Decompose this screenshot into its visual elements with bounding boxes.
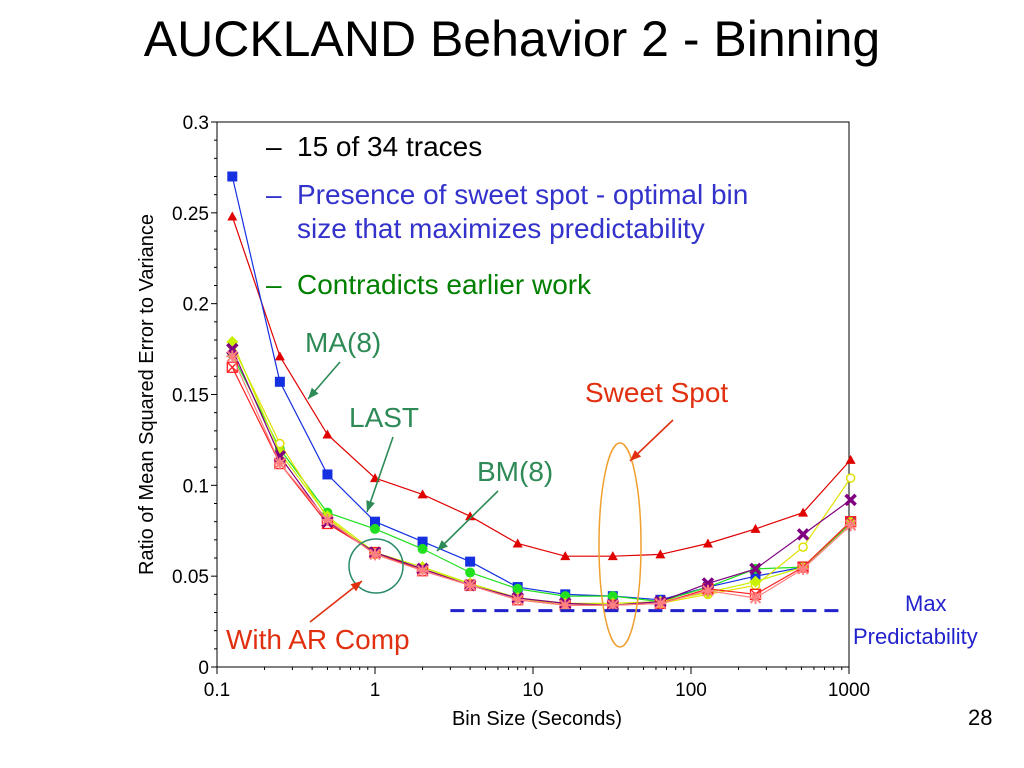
data-point	[512, 538, 523, 548]
with-ar-comp-arrow	[309, 580, 363, 623]
data-point	[370, 516, 380, 527]
data-point	[464, 579, 477, 592]
bullet-text: 15 of 34 traces	[297, 131, 483, 162]
series-line	[231, 176, 852, 601]
data-point	[370, 523, 380, 534]
sweet-spot-label: Sweet Spot	[585, 377, 729, 408]
series-line	[231, 216, 852, 557]
series-line	[231, 348, 851, 606]
data-point	[227, 171, 238, 182]
data-point	[798, 542, 808, 552]
y-axis-label: Ratio of Mean Squared Error to Variance	[136, 214, 158, 575]
with-ar-comp-label: With AR Comp	[226, 624, 410, 655]
data-point	[321, 513, 334, 526]
data-point	[559, 599, 572, 612]
x-tick-label: 1000	[828, 680, 870, 701]
data-point	[607, 591, 618, 602]
data-point	[844, 493, 857, 507]
data-point	[749, 562, 762, 576]
data-point	[465, 567, 476, 578]
data-point	[749, 591, 762, 604]
series-line	[231, 356, 852, 606]
ar-comp-circle	[348, 538, 404, 594]
x-tick-label: 100	[675, 680, 707, 701]
data-point	[845, 473, 856, 483]
data-point	[798, 507, 809, 517]
bullet-dash: –	[266, 269, 282, 300]
bullet-dash: –	[266, 179, 282, 210]
sweet-spot-ellipse	[598, 442, 642, 648]
data-point	[274, 376, 285, 387]
data-point	[607, 551, 618, 561]
y-tick-label: 0.05	[172, 567, 209, 588]
plot-frame	[216, 121, 850, 668]
slide-title: AUCKLAND Behavior 2 - Binning	[143, 11, 881, 67]
x-axis-label: Bin Size (Seconds)	[452, 708, 622, 730]
data-point	[417, 543, 428, 554]
bullet-text: Presence of sweet spot - optimal bin	[297, 179, 749, 210]
max-predictability-label-line2: Predictability	[853, 624, 978, 649]
data-point	[322, 469, 333, 480]
data-point	[274, 351, 285, 361]
data-point	[417, 536, 428, 547]
y-tick-label: 0.2	[183, 295, 209, 316]
data-point	[844, 519, 857, 532]
page-number: 28	[968, 705, 993, 730]
data-point	[416, 564, 429, 577]
y-tick-label: 0.1	[183, 476, 209, 497]
data-point	[511, 593, 524, 606]
x-tick-label: 1	[370, 680, 381, 701]
series-layer	[226, 171, 857, 612]
last-arrow	[366, 436, 394, 513]
last-label: LAST	[349, 402, 420, 433]
bullet-dash: –	[266, 131, 282, 162]
bm8-arrow	[436, 490, 499, 552]
bullet-text: size that maximizes predictability	[297, 213, 705, 244]
data-point	[322, 429, 333, 439]
y-tick-label: 0.3	[183, 113, 209, 134]
series-line	[231, 345, 852, 606]
data-point	[797, 562, 810, 575]
y-tick-label: 0	[198, 658, 209, 679]
ma8-arrow	[307, 361, 341, 400]
data-point	[702, 538, 713, 548]
data-point	[227, 211, 238, 221]
annotation-shapes	[307, 361, 843, 648]
data-point	[369, 548, 381, 561]
bullet-text: Contradicts earlier work	[297, 269, 592, 300]
bm8-label: BM(8)	[477, 456, 554, 487]
max-predictability-label-line1: Max	[905, 591, 947, 616]
data-point	[273, 457, 286, 470]
data-point	[655, 549, 666, 559]
data-point	[417, 489, 428, 499]
data-point	[654, 597, 667, 610]
data-point	[750, 523, 761, 533]
data-point	[465, 556, 476, 567]
axes: 0 0.05 0.1 0.15 0.2 0.25 0.3 0.1 1 10 100 1000 Bin S…	[136, 113, 870, 730]
data-point	[606, 599, 619, 612]
series-s8	[226, 350, 857, 612]
data-point	[512, 583, 523, 594]
data-point	[465, 511, 476, 521]
data-point	[560, 551, 571, 561]
data-point	[845, 454, 856, 464]
x-tick-label: 10	[522, 680, 543, 701]
y-tick-label: 0.15	[172, 386, 209, 407]
sweet-spot-arrow	[629, 419, 674, 462]
x-tick-label: 0.1	[204, 680, 230, 701]
ma8-label: MA(8)	[305, 327, 382, 358]
data-point	[701, 584, 714, 597]
data-point	[749, 575, 762, 588]
y-tick-label: 0.25	[172, 204, 209, 225]
data-point	[796, 528, 810, 541]
series-ma8	[227, 211, 856, 561]
data-point	[226, 350, 239, 363]
